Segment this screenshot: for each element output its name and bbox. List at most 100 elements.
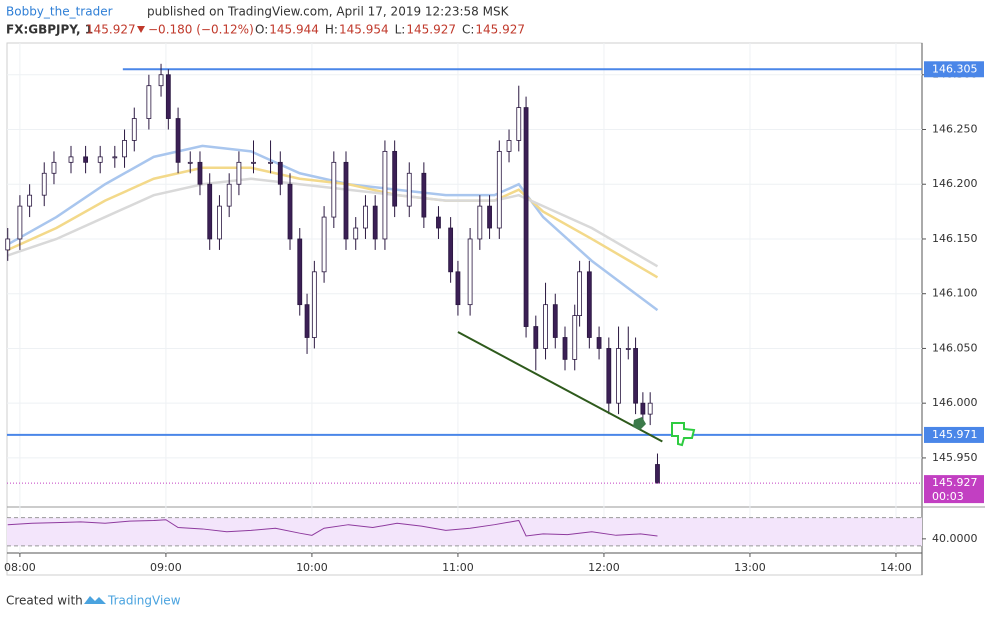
candle-body [27,194,33,207]
candle-body [304,304,310,338]
y-tick-label: 146.150 [932,232,978,245]
candle-body [297,238,303,306]
trendline [457,331,663,443]
down-arrow [137,26,145,33]
candle-body [448,227,454,273]
candle-body [112,156,118,159]
y-tick-label: 40.0000 [932,532,978,545]
candle-body [633,348,638,404]
y-tick-label: 146.050 [932,341,978,354]
candle-body [586,271,592,338]
candle-body [207,183,213,240]
candle-body [187,161,193,164]
footer-text: Created with [6,594,83,608]
candle-body [516,107,522,141]
price-label-box [924,426,984,443]
ohlc-value: 145.927 [475,23,525,37]
candle-body [343,161,349,240]
candle-body [226,183,232,207]
ohlc-label: C: [462,23,474,37]
tv-logo [84,596,106,604]
change: −0.180 (−0.12%) [148,23,254,37]
ema-line [7,177,659,268]
x-tick-label: 09:00 [150,561,182,574]
x-tick-label: 12:00 [588,561,620,574]
candle-body [287,183,293,240]
candle-body [331,161,337,218]
price-label-box [924,61,984,78]
candle-body [321,216,327,273]
x-tick-label: 14:00 [880,561,912,574]
candle-body [496,150,502,229]
candle-body [268,161,273,164]
candle-body [577,271,583,317]
candle-body [165,74,171,119]
candle-body [406,172,412,207]
candle-body [596,337,602,349]
ohlc-value: 145.954 [339,23,389,37]
ohlc-label: L: [395,23,406,37]
x-tick-label: 08:00 [4,561,36,574]
candle-body [363,205,368,229]
candle-body [158,74,164,87]
candle-body [552,304,558,338]
candle-body [477,205,483,240]
candle-body [562,337,568,360]
candle-body [41,172,47,196]
grid: 08:00 09:00 10:00 11:00 12:00 13:00 14:00 145.9… [4,43,978,574]
price-label: 145.927 [932,476,978,489]
ohlc-value: 145.944 [269,23,319,37]
ohlc: O: 145.944 H: 145.954 L: 145.927 C: 145.927 [255,23,525,37]
candle-body [655,464,660,484]
candle-body [382,150,388,240]
y-tick-label: 146.200 [932,177,978,190]
candle-body [51,161,57,174]
ohlc-label: H: [325,23,338,37]
candle-body [277,161,283,185]
candle-body [372,205,378,240]
candle-body [543,304,548,349]
candle-body [533,326,539,349]
candle-body [640,402,646,415]
price-label: 146.305 [932,62,978,75]
candle-body [523,107,529,327]
candle-body [606,348,612,404]
y-tick-label: 146.000 [932,396,978,409]
candle-body [572,315,578,360]
plot-frame [6,42,923,576]
candle-body [392,150,398,207]
ohlc-value: 145.927 [406,23,456,37]
candle-body [467,238,473,306]
y-tick-label: 146.100 [932,287,978,300]
candle-body [647,402,653,415]
last-price: 145.927 [86,23,136,37]
signal-icon [633,417,696,447]
candle-body [175,118,181,163]
candle-body [83,156,89,163]
candle-body [217,205,222,240]
y-tick-label: 145.950 [932,451,978,464]
candle-body [97,156,103,163]
footer-brand[interactable]: TradingView [107,594,181,608]
candle-body [353,227,359,240]
candle-body [122,140,127,158]
x-tick-label: 13:00 [734,561,766,574]
candle-body [197,161,203,185]
candle-body [17,205,23,240]
ema-line [7,166,659,279]
candle-body [506,140,512,152]
published: published on TradingView.com, April 17, … [147,5,510,19]
candle-body [616,348,621,404]
candle-body [455,271,461,306]
candle-body [5,238,11,251]
author[interactable]: Bobby_the_trader [6,5,113,19]
candle-body [311,271,317,338]
candle-body [236,161,242,185]
candle-body [146,85,152,119]
candle-body [251,161,256,164]
symbol: FX:GBPJPY, 1 [6,23,93,37]
candle-body [421,172,427,218]
candle-body [487,205,492,229]
